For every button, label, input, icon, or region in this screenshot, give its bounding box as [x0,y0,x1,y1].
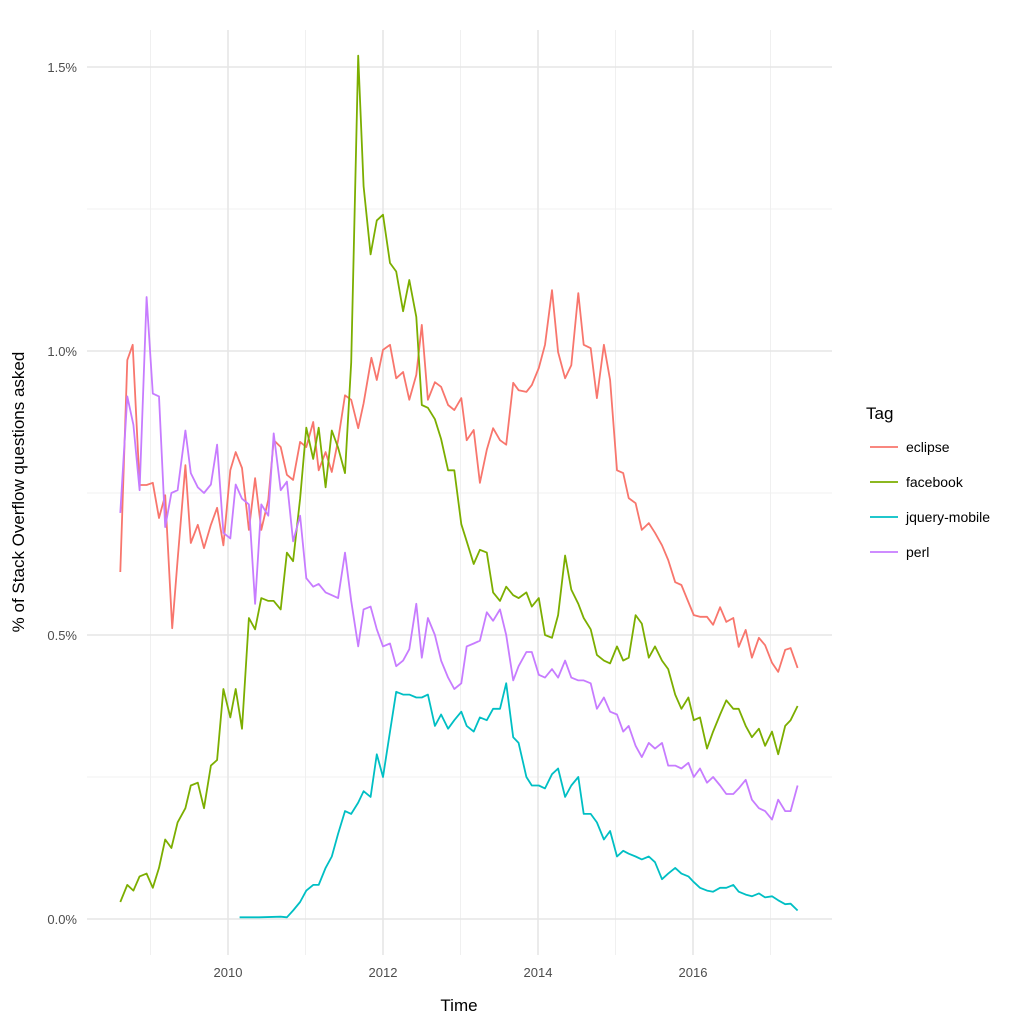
x-axis-ticks: 2010 2012 2014 2016 [214,965,708,980]
legend-label-perl: perl [906,544,929,560]
legend-label-eclipse: eclipse [906,439,950,455]
series-line-eclipse [119,289,799,673]
x-tick-label: 2016 [679,965,708,980]
series-line-facebook [119,54,799,903]
y-tick-label: 1.0% [47,344,77,359]
legend-title: Tag [866,404,893,423]
y-tick-label: 1.5% [47,60,77,75]
legend: Tag eclipse facebook jquery-mobile perl [866,404,990,560]
y-tick-label: 0.0% [47,912,77,927]
y-axis-title: % of Stack Overflow questions asked [9,352,28,633]
x-tick-label: 2014 [524,965,553,980]
y-axis-ticks: 0.0% 0.5% 1.0% 1.5% [47,60,77,927]
y-tick-label: 0.5% [47,628,77,643]
x-tick-label: 2012 [369,965,398,980]
series-lines [119,54,799,919]
grid [87,30,832,955]
x-axis-title: Time [440,996,477,1015]
legend-label-jquery-mobile: jquery-mobile [905,509,990,525]
series-line-jquery-mobile [239,682,799,919]
x-tick-label: 2010 [214,965,243,980]
series-line-perl [119,296,799,821]
legend-label-facebook: facebook [906,474,964,490]
